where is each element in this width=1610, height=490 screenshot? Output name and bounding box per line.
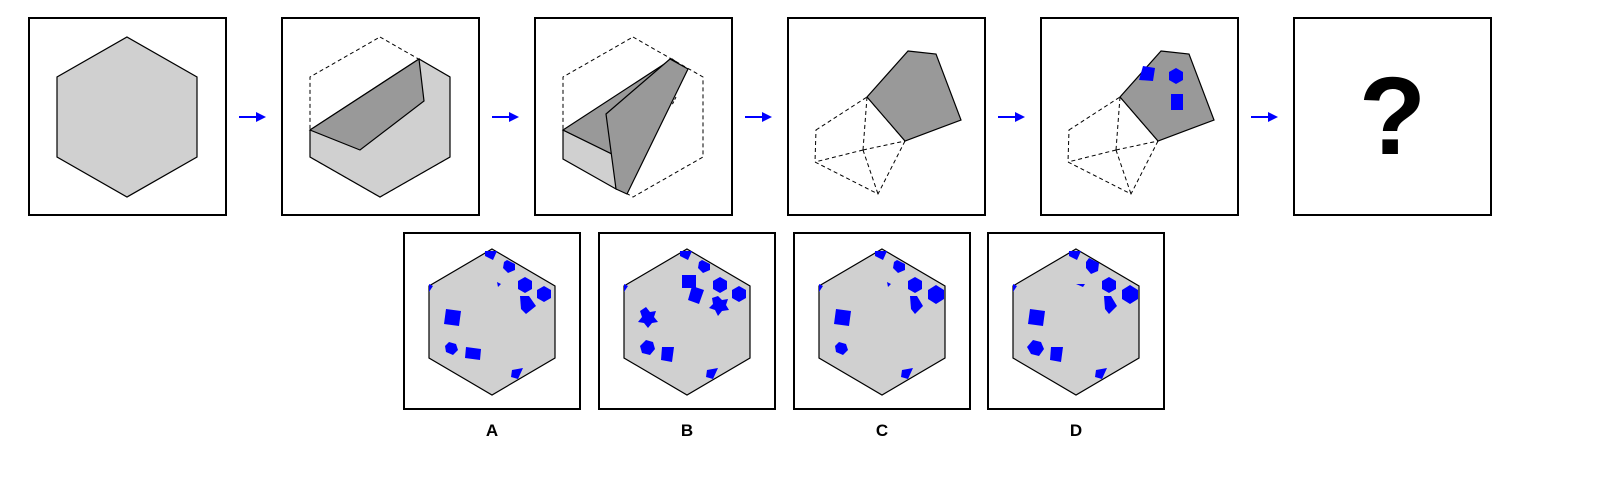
arrow-icon xyxy=(1251,112,1278,122)
arrow-icon xyxy=(745,112,772,122)
folded-flap-main xyxy=(605,58,689,195)
paper-hexagon xyxy=(56,36,198,198)
step-5-figure xyxy=(1067,50,1215,195)
question-mark: ? xyxy=(1358,54,1427,178)
step-5-panel xyxy=(1040,17,1239,216)
question-panel: ? xyxy=(1293,17,1492,216)
step-3-figure xyxy=(561,36,704,198)
option-b-figure xyxy=(623,248,751,396)
step-1-figure xyxy=(56,36,198,198)
folded-flap xyxy=(308,57,425,151)
option-d-label: D xyxy=(1069,421,1083,440)
folded-paper xyxy=(866,50,962,142)
holes xyxy=(624,251,746,379)
arrow-icon xyxy=(492,112,519,122)
holes xyxy=(1013,251,1138,379)
option-c-label: C xyxy=(875,421,889,440)
option-a-label: A xyxy=(485,421,499,440)
holes xyxy=(819,251,944,379)
rectangle-hole xyxy=(1171,94,1183,110)
option-b-label: B xyxy=(680,421,694,440)
square-hole xyxy=(1139,66,1155,81)
dashed-original-outline xyxy=(562,36,704,198)
option-b-panel[interactable] xyxy=(598,232,776,410)
step-4-panel xyxy=(787,17,986,216)
step-1-panel xyxy=(28,17,227,216)
option-a-panel[interactable] xyxy=(403,232,581,410)
hexagon-hole xyxy=(1169,68,1183,84)
holes xyxy=(429,251,551,379)
step-4-figure xyxy=(814,50,962,195)
option-c-figure xyxy=(818,248,946,396)
arrow-icon xyxy=(998,112,1025,122)
dashed-fold-outlines xyxy=(814,96,906,195)
option-d-figure xyxy=(1012,248,1140,396)
step-2-figure xyxy=(308,36,451,198)
dashed-fold-outlines xyxy=(1067,96,1159,195)
option-a-figure xyxy=(428,248,556,396)
step-3-panel xyxy=(534,17,733,216)
step-2-panel xyxy=(281,17,480,216)
option-c-panel[interactable] xyxy=(793,232,971,410)
folded-paper xyxy=(1119,50,1215,142)
arrow-icon xyxy=(239,112,266,122)
option-d-panel[interactable] xyxy=(987,232,1165,410)
